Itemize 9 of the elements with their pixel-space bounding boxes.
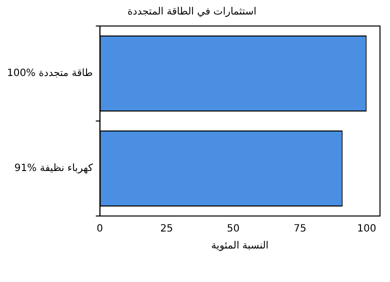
x-tick-label: 50: [226, 224, 240, 235]
y-tick-label: 100% طاقة متجددة: [6, 68, 93, 80]
x-tick-label: 100: [357, 224, 376, 235]
x-axis-title: النسبة المئوية: [211, 240, 269, 252]
x-tick-label: 75: [294, 224, 306, 235]
chart-title: استثمارات في الطاقة المتجددة: [128, 6, 256, 18]
x-tick-label: 25: [160, 224, 173, 235]
x-tick-label: 0: [96, 224, 104, 235]
y-tick-label: 91% كهرباء نظيفة: [14, 163, 94, 174]
